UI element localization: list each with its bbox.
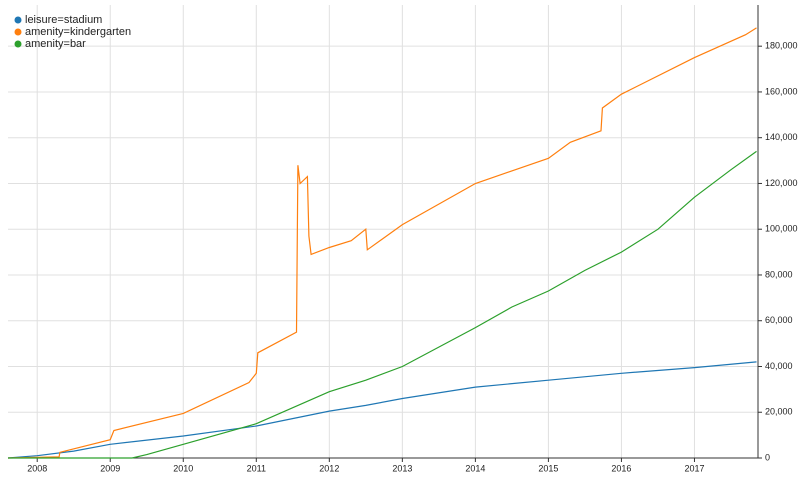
- legend-label: amenity=kindergarten: [25, 26, 131, 38]
- y-tick-label: 120,000: [765, 178, 798, 188]
- legend-marker: [14, 16, 22, 24]
- y-tick-label: 40,000: [765, 361, 793, 371]
- y-tick-label: 160,000: [765, 86, 798, 96]
- y-tick-label: 80,000: [765, 269, 793, 279]
- line: [8, 150, 757, 459]
- legend-marker: [14, 28, 22, 36]
- legend-label: amenity=bar: [25, 38, 86, 50]
- x-tick-label: 2016: [611, 463, 631, 473]
- y-tick-label: 100,000: [765, 224, 798, 234]
- line: [7, 361, 757, 459]
- x-tick-label: 2008: [27, 463, 47, 473]
- y-tick-label: 60,000: [765, 315, 793, 325]
- x-tick-label: 2015: [538, 463, 558, 473]
- y-tick-label: 0: [765, 452, 770, 462]
- y-tick-label: 140,000: [765, 132, 798, 142]
- y-tick-label: 20,000: [765, 407, 793, 417]
- x-tick-label: 2013: [392, 463, 412, 473]
- legend-label: leisure=stadium: [25, 14, 102, 26]
- x-tick-label: 2014: [465, 463, 485, 473]
- x-tick-label: 2017: [684, 463, 704, 473]
- x-tick-label: 2010: [173, 463, 193, 473]
- line: [7, 27, 757, 459]
- x-tick-label: 2009: [100, 463, 120, 473]
- x-tick-label: 2012: [319, 463, 339, 473]
- legend-marker: [14, 40, 22, 48]
- y-tick-label: 180,000: [765, 41, 798, 51]
- x-tick-label: 2011: [247, 463, 266, 473]
